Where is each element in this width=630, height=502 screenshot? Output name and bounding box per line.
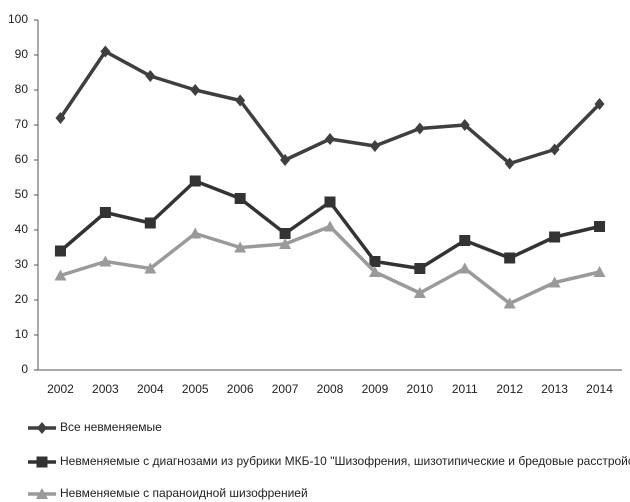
marker xyxy=(280,154,291,166)
marker xyxy=(594,221,606,232)
x-tick-label: 2013 xyxy=(541,382,568,396)
y-tick-label: 80 xyxy=(15,82,29,96)
marker xyxy=(414,122,425,135)
marker xyxy=(369,256,381,267)
x-tick-label: 2010 xyxy=(406,382,433,396)
marker xyxy=(144,217,156,229)
marker xyxy=(458,262,471,274)
marker xyxy=(36,488,48,499)
marker xyxy=(36,456,48,468)
marker xyxy=(549,231,561,243)
marker xyxy=(235,94,246,107)
x-tick-label: 2008 xyxy=(317,382,344,396)
y-tick-label: 50 xyxy=(15,187,29,201)
y-tick-label: 30 xyxy=(15,257,29,271)
marker xyxy=(369,140,380,152)
marker xyxy=(594,98,605,110)
y-tick-label: 0 xyxy=(21,362,28,376)
x-tick-label: 2012 xyxy=(496,382,523,396)
marker xyxy=(503,297,516,309)
marker xyxy=(234,241,247,253)
marker xyxy=(548,276,561,288)
x-tick-label: 2014 xyxy=(586,382,613,396)
marker xyxy=(54,245,66,257)
marker xyxy=(549,143,560,156)
x-tick-label: 2006 xyxy=(227,382,254,396)
y-tick-label: 100 xyxy=(8,12,28,26)
marker xyxy=(54,269,67,281)
y-tick-label: 20 xyxy=(15,292,29,306)
series-line xyxy=(59,49,601,166)
marker xyxy=(459,235,471,246)
x-tick-label: 2005 xyxy=(182,382,209,396)
marker xyxy=(189,175,201,187)
marker xyxy=(414,263,426,274)
marker xyxy=(144,262,157,274)
marker xyxy=(99,207,111,218)
y-tick-label: 70 xyxy=(15,117,29,131)
marker xyxy=(459,119,470,131)
marker xyxy=(324,196,336,208)
y-tick-label: 60 xyxy=(15,152,29,166)
x-tick-label: 2007 xyxy=(272,382,299,396)
marker xyxy=(279,228,291,239)
marker xyxy=(368,266,381,277)
marker xyxy=(189,227,202,239)
marker xyxy=(99,255,112,267)
y-tick-label: 90 xyxy=(15,47,29,61)
x-tick-label: 2002 xyxy=(47,382,74,396)
y-tick-label: 40 xyxy=(15,222,29,236)
x-tick-label: 2004 xyxy=(137,382,164,396)
marker xyxy=(279,238,292,249)
marker xyxy=(593,266,606,277)
marker xyxy=(145,70,156,82)
marker xyxy=(504,252,516,264)
legend-label: Все невменяемые xyxy=(60,420,162,434)
marker xyxy=(504,157,515,170)
series-line xyxy=(59,224,600,306)
marker xyxy=(100,45,111,58)
y-tick-label: 10 xyxy=(15,327,29,341)
legend-label: Невменяемые с диагнозами из рубрики МКБ-… xyxy=(60,454,630,468)
marker xyxy=(413,287,426,298)
x-tick-label: 2011 xyxy=(452,382,478,396)
marker xyxy=(325,133,335,145)
marker xyxy=(234,193,246,204)
legend-label: Невменяемые с параноидной шизофренией xyxy=(60,486,308,500)
x-tick-label: 2009 xyxy=(362,382,389,396)
marker xyxy=(190,84,201,96)
marker xyxy=(37,422,47,434)
marker xyxy=(324,220,336,232)
x-tick-label: 2003 xyxy=(92,382,119,396)
marker xyxy=(55,112,66,124)
